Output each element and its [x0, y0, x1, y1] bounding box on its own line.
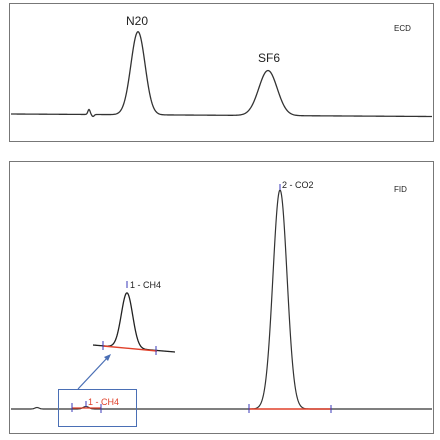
- co2-peak-label: 2 - CO2: [282, 180, 314, 190]
- ecd-trace: [11, 31, 432, 118]
- fid-panel: FID 2 - CO2 1 - CH4 1 - CH4: [9, 161, 434, 434]
- callout-arrowhead: [104, 354, 111, 361]
- ecd-panel: ECD N20 SF6: [9, 3, 434, 142]
- ch4-callout-label: 1 - CH4: [88, 397, 119, 407]
- ecd-peak-label-n2o: N20: [126, 14, 148, 28]
- ecd-panel-frame: [9, 3, 434, 142]
- ch4-inset-baseline: [102, 345, 158, 352]
- fid-panel-frame: [9, 161, 434, 434]
- ecd-peak-label-sf6: SF6: [258, 51, 280, 65]
- ch4-inset-label: 1 - CH4: [130, 280, 161, 290]
- ch4-callout-box: [58, 389, 137, 427]
- ch4-inset: 1 - CH4: [92, 280, 176, 355]
- ecd-panel-label: ECD: [394, 24, 411, 33]
- fid-panel-label: FID: [394, 185, 407, 194]
- callout-arrow: [77, 356, 109, 390]
